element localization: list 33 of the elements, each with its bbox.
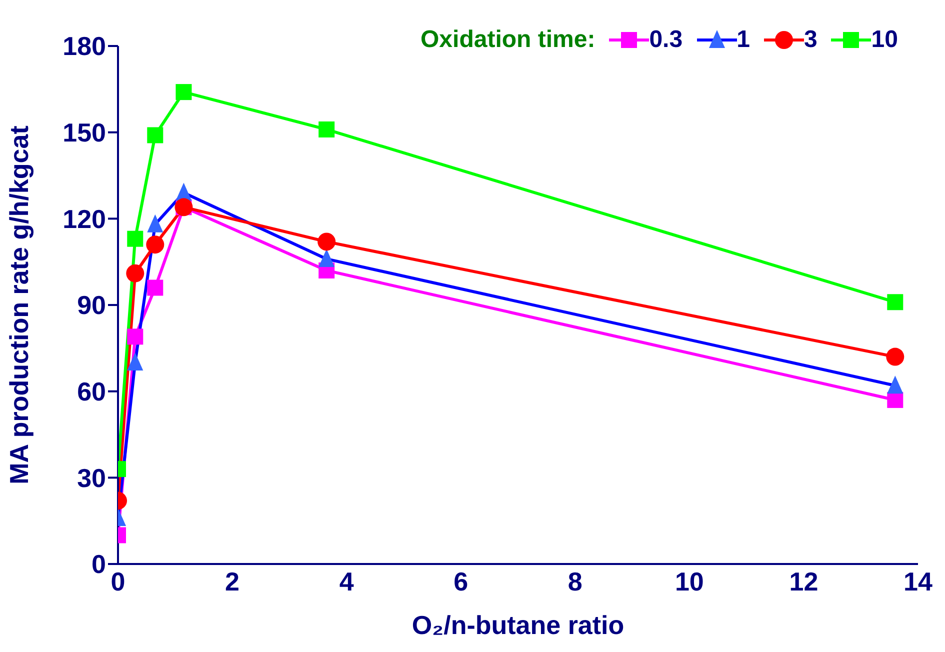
y-tick-label: 30: [77, 462, 106, 493]
point: [127, 328, 144, 345]
point: [318, 232, 336, 251]
x-tick-label: 0: [110, 566, 126, 596]
point: [176, 84, 192, 100]
point: [127, 230, 144, 247]
x-axis-title: O₂/n-butane ratio: [412, 610, 624, 640]
x-tick-label: 14: [904, 566, 933, 596]
point: [318, 121, 335, 138]
x-tick-label: 8: [568, 566, 582, 596]
legend-label: 10: [870, 26, 898, 54]
x-tick-label: 12: [789, 566, 818, 596]
point: [147, 280, 164, 296]
point: [147, 127, 164, 144]
y-axis-title: MA production rate g/h/kgcat: [4, 125, 34, 484]
x-tick-label: 4: [339, 566, 354, 596]
y-tick-label: 180: [62, 31, 106, 62]
x-tick-label: 2: [225, 566, 240, 596]
y-tick-label: 60: [77, 376, 106, 407]
legend-label: 3: [802, 26, 818, 54]
legend-label: 1: [736, 26, 750, 54]
x-tick-label: 6: [454, 566, 468, 596]
x-tick-label: 10: [674, 566, 704, 596]
point: [146, 236, 164, 254]
point: [126, 264, 144, 282]
y-tick-label: 120: [62, 204, 106, 234]
legend-label: 0.3: [648, 26, 683, 54]
y-tick-label: 90: [77, 290, 106, 320]
point: [887, 294, 904, 310]
point: [886, 348, 904, 366]
legend-title: Oxidation time:: [420, 26, 596, 54]
point: [887, 392, 904, 408]
y-tick-label: 150: [62, 118, 106, 148]
